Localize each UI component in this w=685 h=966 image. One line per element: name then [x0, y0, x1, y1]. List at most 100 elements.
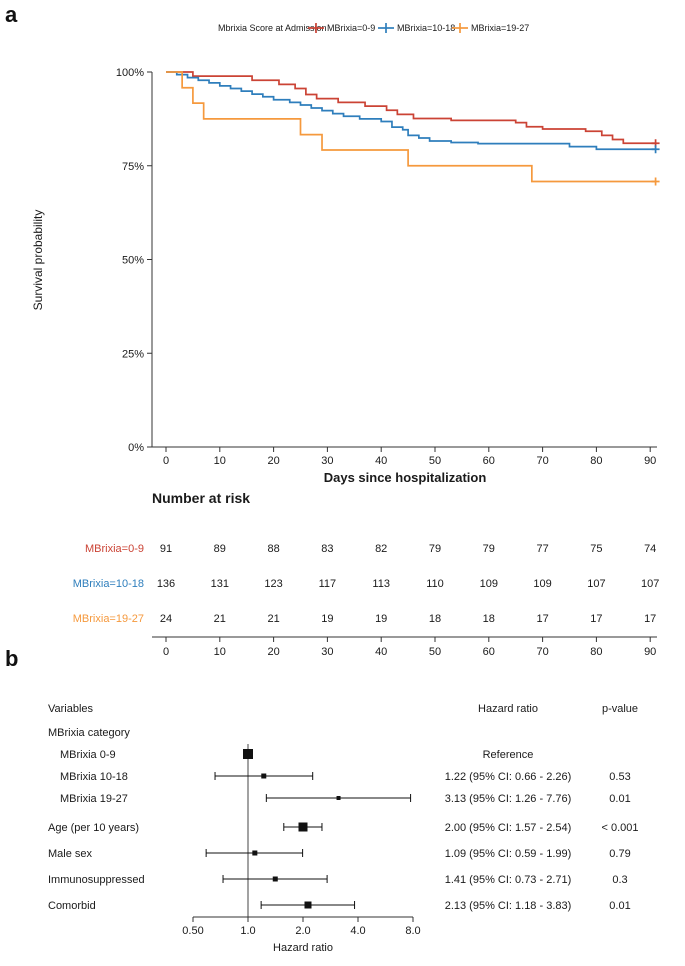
risk-row-label: MBrixia=0-9	[85, 543, 144, 555]
hr-marker	[252, 850, 258, 856]
row-label: Immunosuppressed	[48, 874, 145, 886]
risk-count: 17	[536, 613, 548, 625]
risk-axis-tick-label: 0	[163, 646, 169, 658]
kaplan-meier-plot: Mbrixia Score at Admission MBrixia=0-9 MBr…	[31, 23, 660, 658]
risk-axis-tick-label: 30	[321, 646, 333, 658]
row-label: MBrixia 10-18	[60, 771, 128, 783]
risk-count: 18	[483, 613, 495, 625]
p-value-text: 0.79	[609, 848, 630, 860]
row-label: Comorbid	[48, 900, 96, 912]
p-value-text: 0.3	[612, 874, 627, 886]
hr-marker	[272, 876, 278, 882]
legend-title: Mbrixia Score at Admission	[218, 23, 327, 33]
censor-mark	[651, 145, 660, 154]
p-value-text: 0.53	[609, 771, 630, 783]
risk-table-title: Number at risk	[152, 490, 250, 506]
hr-marker	[336, 796, 341, 800]
risk-row-label: MBrixia=19-27	[73, 613, 144, 625]
row-label: MBrixia 19-27	[60, 793, 128, 805]
risk-count: 17	[644, 613, 656, 625]
hr-axis-tick-label: 8.0	[405, 925, 420, 937]
forest-plot: Variables Hazard ratio p-value MBrixia cate…	[48, 703, 639, 954]
x-tick-label: 10	[214, 455, 226, 467]
y-tick-label: 0%	[128, 442, 144, 454]
legend-entry: MBrixia=10-18	[397, 23, 455, 33]
hr-ci-text: 2.13 (95% CI: 1.18 - 3.83)	[445, 900, 572, 912]
risk-count: 88	[267, 543, 279, 555]
hr-marker	[298, 822, 308, 832]
risk-count: 79	[429, 543, 441, 555]
x-tick-label: 40	[375, 455, 387, 467]
risk-count: 136	[157, 578, 175, 590]
risk-axis-tick-label: 60	[483, 646, 495, 658]
risk-count: 83	[321, 543, 333, 555]
row-label: MBrixia category	[48, 727, 130, 739]
p-value-text: < 0.001	[601, 822, 638, 834]
risk-count: 79	[483, 543, 495, 555]
legend-entry: MBrixia=0-9	[327, 23, 375, 33]
censor-mark	[651, 177, 660, 186]
risk-count: 107	[641, 578, 659, 590]
risk-count: 89	[214, 543, 226, 555]
risk-count: 91	[160, 543, 172, 555]
km-curve	[166, 71, 656, 183]
row-label: MBrixia 0-9	[60, 749, 116, 761]
risk-count: 21	[267, 613, 279, 625]
risk-count: 18	[429, 613, 441, 625]
hr-axis-tick-label: 2.0	[295, 925, 310, 937]
risk-count: 24	[160, 613, 172, 625]
y-tick-label: 50%	[122, 255, 144, 267]
risk-count: 109	[533, 578, 551, 590]
hr-ci-text: 1.41 (95% CI: 0.73 - 2.71)	[445, 874, 572, 886]
hr-ci-text: Reference	[483, 749, 534, 761]
col-header-hazard-ratio: Hazard ratio	[478, 703, 538, 715]
risk-axis-tick-label: 50	[429, 646, 441, 658]
col-header-p-value: p-value	[602, 703, 638, 715]
hr-marker	[304, 901, 312, 909]
risk-row-label: MBrixia=10-18	[73, 578, 144, 590]
hr-ci-text: 1.22 (95% CI: 0.66 - 2.26)	[445, 771, 572, 783]
risk-count: 123	[264, 578, 282, 590]
x-tick-label: 0	[163, 455, 169, 467]
x-tick-label: 60	[483, 455, 495, 467]
risk-count: 113	[372, 578, 390, 590]
risk-count: 107	[587, 578, 605, 590]
risk-count: 109	[480, 578, 498, 590]
y-tick-label: 100%	[116, 67, 144, 79]
x-axis-title: Days since hospitalization	[324, 470, 487, 485]
risk-axis-tick-label: 70	[536, 646, 548, 658]
risk-axis-tick-label: 40	[375, 646, 387, 658]
y-axis-title: Survival probability	[31, 210, 45, 311]
p-value-text: 0.01	[609, 793, 630, 805]
x-tick-label: 20	[267, 455, 279, 467]
hr-marker	[261, 773, 267, 779]
x-tick-label: 30	[321, 455, 333, 467]
x-tick-label: 80	[590, 455, 602, 467]
y-tick-label: 25%	[122, 348, 144, 360]
risk-count: 117	[319, 578, 337, 590]
hr-ci-text: 1.09 (95% CI: 0.59 - 1.99)	[445, 848, 572, 860]
hr-axis-tick-label: 0.50	[182, 925, 203, 937]
risk-axis-tick-label: 90	[644, 646, 656, 658]
y-tick-label: 75%	[122, 161, 144, 173]
p-value-text: 0.01	[609, 900, 630, 912]
hr-marker	[243, 749, 253, 759]
risk-count: 17	[590, 613, 602, 625]
risk-count: 74	[644, 543, 656, 555]
risk-count: 19	[321, 613, 333, 625]
risk-count: 21	[214, 613, 226, 625]
hr-ci-text: 3.13 (95% CI: 1.26 - 7.76)	[445, 793, 572, 805]
hr-ci-text: 2.00 (95% CI: 1.57 - 2.54)	[445, 822, 572, 834]
col-header-variables: Variables	[48, 703, 94, 715]
legend-entry: MBrixia=19-27	[471, 23, 529, 33]
x-tick-label: 90	[644, 455, 656, 467]
x-tick-label: 70	[536, 455, 548, 467]
risk-count: 75	[590, 543, 602, 555]
panel-a-label: a	[5, 2, 18, 27]
risk-count: 82	[375, 543, 387, 555]
risk-axis-tick-label: 10	[214, 646, 226, 658]
hr-axis-tick-label: 1.0	[240, 925, 255, 937]
risk-count: 110	[426, 578, 444, 590]
hr-axis-tick-label: 4.0	[350, 925, 365, 937]
